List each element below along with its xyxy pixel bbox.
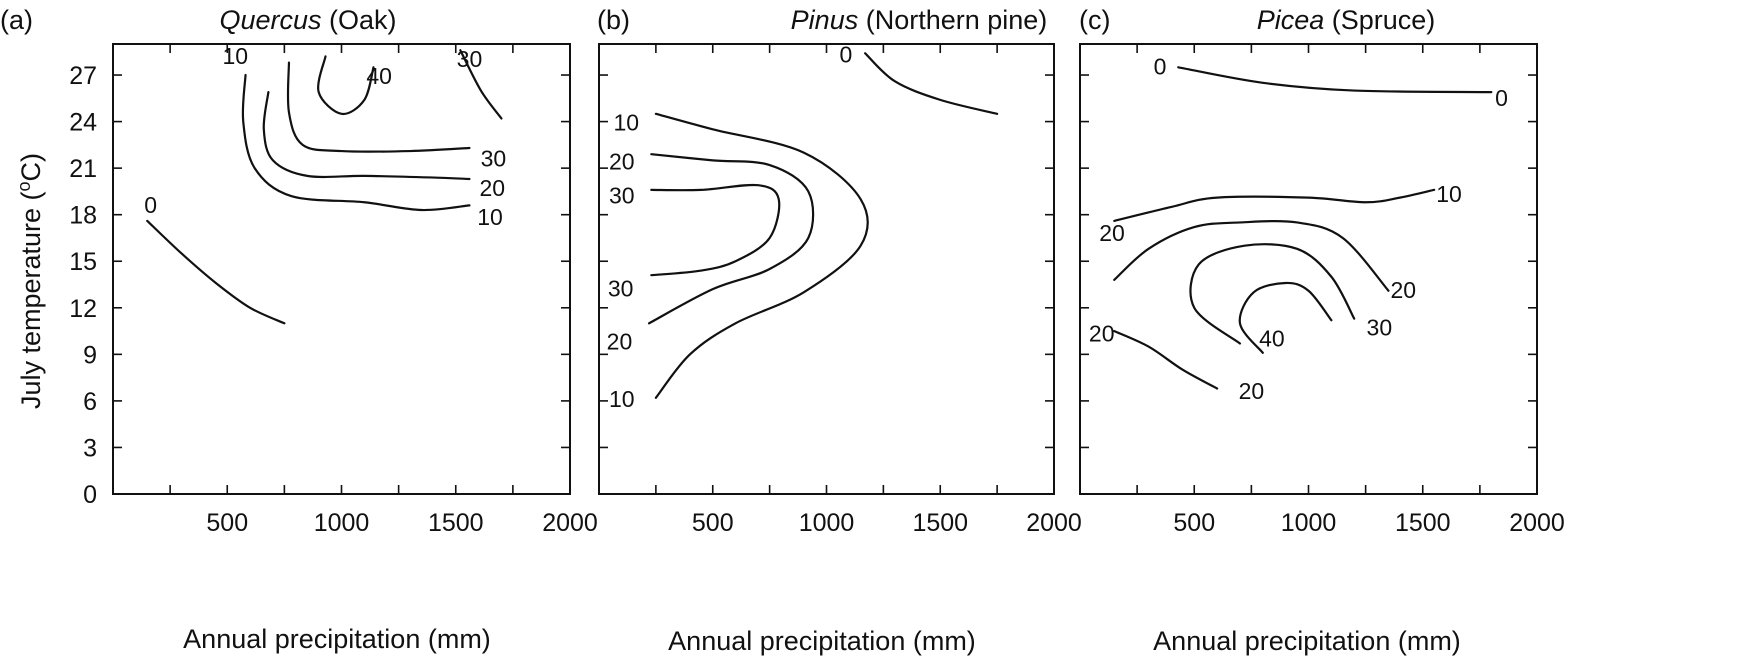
contour-line-30	[286, 61, 471, 153]
contour-line-10	[241, 73, 471, 212]
contour-label: 30	[609, 183, 635, 209]
contour-line-10	[654, 112, 869, 399]
y-tick-label: 27	[69, 62, 97, 90]
contour-label: 40	[1259, 325, 1285, 351]
y-tick-label: 3	[83, 434, 97, 462]
contour-line-20	[1113, 329, 1219, 390]
panel-c-frame	[1079, 43, 1538, 495]
contour-label: 0	[144, 192, 157, 218]
contour-line-0	[864, 52, 999, 115]
contour-line-30	[459, 49, 503, 120]
contour-label: 20	[1239, 378, 1265, 404]
contour-line-20	[262, 91, 471, 181]
contour-label: 0	[1154, 54, 1167, 80]
panel-a-letter: (a)	[0, 5, 33, 35]
y-tick-label: 12	[69, 295, 97, 323]
contour-label: 30	[608, 276, 634, 302]
x-tick-label: 1000	[1281, 509, 1337, 537]
y-tick-label: 0	[83, 481, 97, 509]
x-tick-label: 2000	[1509, 509, 1565, 537]
x-tick-label: 1500	[1395, 509, 1451, 537]
x-tick-label: 1000	[314, 509, 370, 537]
panel-c-x-label: Annual precipitation (mm)	[1153, 626, 1461, 656]
contour-line-30	[1189, 243, 1356, 345]
x-tick-label: 500	[206, 509, 248, 537]
x-tick-label: 500	[1173, 509, 1215, 537]
contour-label: 10	[477, 204, 503, 230]
contour-label: 20	[1089, 321, 1115, 347]
contour-label: 30	[1367, 314, 1393, 340]
contour-line-40	[317, 55, 375, 116]
contour-label: 30	[481, 145, 507, 171]
x-tick-label: 1500	[428, 509, 484, 537]
x-tick-label: 1500	[912, 509, 968, 537]
panel-b-plot: 500 1000 1500 2000 0 10 20 30 30 20 10	[598, 41, 1082, 537]
panel-b-x-label: Annual precipitation (mm)	[668, 626, 976, 656]
contour-label: 20	[1391, 277, 1417, 303]
contour-label: 10	[609, 386, 635, 412]
panel-b: (b) Pinus (Northern pine) Annual precipi…	[597, 5, 1082, 656]
x-tick-label: 2000	[1026, 509, 1082, 537]
panel-c-title-common: (Spruce)	[1324, 5, 1435, 35]
panel-c-letter: (c)	[1079, 5, 1110, 35]
panel-a-title: Quercus (Oak)	[219, 5, 396, 35]
x-tick-label: 1000	[799, 509, 855, 537]
y-axis-label-sup: o	[14, 181, 34, 191]
panel-b-title-genus: Pinus	[791, 5, 859, 35]
contour-label: 10	[222, 43, 248, 69]
y-tick-label: 24	[69, 109, 97, 137]
panel-a-title-genus: Quercus	[219, 5, 321, 35]
contour-label: 20	[607, 328, 633, 354]
panel-a: (a) Quercus (Oak) Annual precipitation (…	[0, 5, 598, 654]
contour-label: 20	[609, 148, 635, 174]
y-axis-label-part2: C)	[16, 153, 46, 182]
contour-line-10	[1113, 188, 1436, 222]
y-tick-label: 15	[69, 248, 97, 276]
y-axis-label: July temperature (oC)	[14, 153, 46, 409]
y-tick-label: 18	[69, 202, 97, 230]
y-axis-label-part1: July temperature (	[16, 191, 46, 409]
contour-line-30	[650, 183, 781, 277]
contour-label: 20	[1099, 220, 1125, 246]
contour-label: 30	[457, 46, 483, 72]
contour-line-0	[1177, 66, 1493, 94]
contour-label: 10	[1436, 181, 1462, 207]
panel-b-title: Pinus (Northern pine)	[791, 5, 1048, 35]
contour-label: 40	[366, 63, 392, 89]
contour-label: 0	[839, 41, 852, 67]
y-tick-label: 6	[83, 388, 97, 416]
panel-a-plot: 0 3 6 9 12 15 18 21 24 27 500 1000 1500 2000 0 10 30 20 10…	[69, 43, 598, 537]
contour-line-20	[1113, 220, 1390, 292]
panel-a-title-common: (Oak)	[322, 5, 397, 35]
contour-line-20	[647, 153, 815, 325]
panel-a-frame	[112, 43, 571, 495]
panel-c: (c) Picea (Spruce) Annual precipitation …	[1079, 5, 1565, 656]
panel-c-title: Picea (Spruce)	[1257, 5, 1436, 35]
contour-line-0	[146, 219, 286, 325]
y-tick-label: 9	[83, 341, 97, 369]
panel-a-x-label: Annual precipitation (mm)	[183, 624, 491, 654]
x-tick-label: 2000	[542, 509, 598, 537]
contour-label: 0	[1495, 85, 1508, 111]
panel-b-letter: (b)	[597, 5, 630, 35]
x-tick-label: 500	[692, 509, 734, 537]
y-tick-label: 21	[69, 155, 97, 183]
panel-b-title-common: (Northern pine)	[858, 5, 1047, 35]
contour-line-40	[1238, 281, 1333, 354]
contour-label: 10	[614, 110, 640, 136]
contour-label: 20	[480, 175, 506, 201]
panel-c-plot: 500 1000 1500 2000 0 0 10 20 20 30 40 20 20	[1079, 43, 1565, 537]
panel-c-title-genus: Picea	[1257, 5, 1325, 35]
